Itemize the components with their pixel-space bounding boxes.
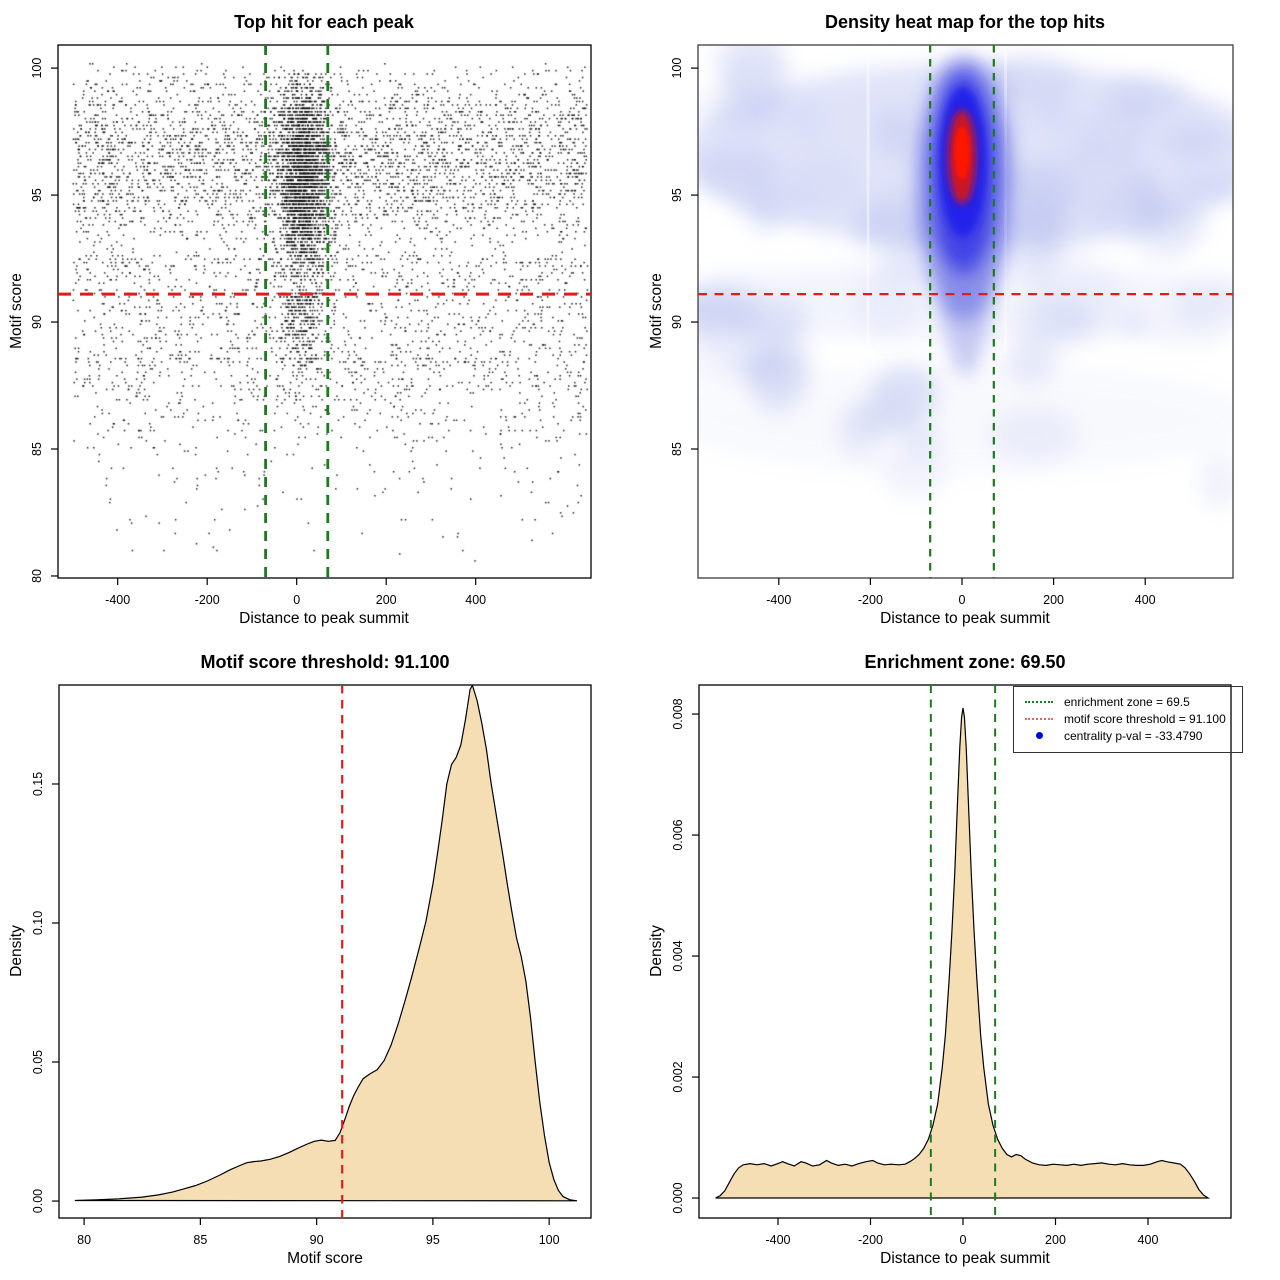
y-tick-label: 85 <box>30 442 44 456</box>
y-tick-label: 0.004 <box>671 940 685 971</box>
x-tick-label: 400 <box>1135 593 1156 607</box>
x-tick-label: 90 <box>310 1233 324 1247</box>
legend-item-enrichment-zone: enrichment zone = 69.5 <box>1014 693 1242 710</box>
x-tick-label: 0 <box>293 593 300 607</box>
legend-item-label: motif score threshold = 91.100 <box>1064 711 1226 726</box>
y-tick-label: 80 <box>30 569 44 583</box>
density-curve <box>74 685 578 1202</box>
y-tick-label: 0.10 <box>31 911 45 935</box>
y-tick-label: 100 <box>30 58 44 79</box>
x-tick-label: -200 <box>195 593 220 607</box>
x-tick-label: 95 <box>426 1233 440 1247</box>
x-tick-label: -400 <box>766 593 791 607</box>
legend-item-label: centrality p-val = -33.4790 <box>1064 728 1203 743</box>
y-tick-label: 0.15 <box>31 772 45 796</box>
y-tick-label: 0.002 <box>671 1061 685 1092</box>
legend-item-motif-threshold: motif score threshold = 91.100 <box>1014 710 1242 727</box>
x-tick-label: 200 <box>376 593 397 607</box>
y-tick-label: 0.00 <box>31 1189 45 1213</box>
y-tick-label: 0.008 <box>671 698 685 729</box>
blue-dot-icon <box>1022 732 1056 739</box>
x-tick-label: -200 <box>858 593 883 607</box>
x-tick-label: -400 <box>765 1233 790 1247</box>
panel4-yaxis-label: Density <box>648 925 665 977</box>
panel-axes: -400 -200 0 200 400 85 90 95 100 <box>670 44 1234 607</box>
y-tick-label: 85 <box>670 442 684 456</box>
legend-item-label: enrichment zone = 69.5 <box>1064 694 1190 709</box>
x-tick-label: -400 <box>105 593 130 607</box>
y-tick-label: 95 <box>30 188 44 202</box>
red-dotted-line-icon <box>1022 717 1056 720</box>
panel2-title: Density heat map for the top hits <box>824 12 1106 32</box>
legend-item-centrality-pval: centrality p-val = -33.4790 <box>1014 727 1242 744</box>
y-tick-label: 100 <box>670 58 684 79</box>
x-tick-label: 400 <box>465 593 486 607</box>
y-tick-label: 90 <box>670 315 684 329</box>
panel1-xaxis-label: Distance to peak summit <box>239 610 409 627</box>
panel2-xaxis-label: Distance to peak summit <box>880 610 1050 627</box>
panel-axes: -400 -200 0 200 400 80 85 90 95 100 <box>30 44 592 607</box>
x-tick-label: 80 <box>77 1233 91 1247</box>
panel1-title: Top hit for each peak <box>234 12 414 32</box>
x-tick-label: 200 <box>1043 593 1064 607</box>
y-tick-label: 0.000 <box>671 1182 685 1213</box>
panel3-yaxis-label: Density <box>8 925 25 977</box>
y-tick-label: 0.05 <box>31 1050 45 1074</box>
x-tick-label: 400 <box>1138 1233 1159 1247</box>
panel1-yaxis-label: Motif score <box>8 273 25 349</box>
legend: enrichment zone = 69.5 motif score thres… <box>1013 686 1243 753</box>
y-tick-label: 90 <box>30 315 44 329</box>
y-tick-label: 0.006 <box>671 819 685 850</box>
heatmap-field <box>698 45 1233 578</box>
panel2-yaxis-label: Motif score <box>648 273 665 349</box>
y-tick-label: 95 <box>670 188 684 202</box>
x-tick-label: 0 <box>959 593 966 607</box>
density-curve <box>715 707 1211 1199</box>
x-tick-label: 0 <box>960 1233 967 1247</box>
panel3-title: Motif score threshold: 91.100 <box>200 652 450 672</box>
x-tick-label: 85 <box>193 1233 207 1247</box>
x-tick-label: 200 <box>1045 1233 1066 1247</box>
green-dotted-line-icon <box>1022 700 1056 703</box>
panel-axes: 80 85 90 95 100 0.00 0.05 0.10 0.15 <box>31 684 592 1247</box>
panel3-xaxis-label: Motif score <box>287 1250 363 1267</box>
panel-axes: -400 -200 0 200 400 0.000 0.002 0.004 0.006 0.008 <box>671 684 1232 1247</box>
panel4-xaxis-label: Distance to peak summit <box>880 1250 1050 1267</box>
x-tick-label: -200 <box>858 1233 883 1247</box>
panel4-title: Enrichment zone: 69.50 <box>864 652 1066 672</box>
x-tick-label: 100 <box>539 1233 560 1247</box>
